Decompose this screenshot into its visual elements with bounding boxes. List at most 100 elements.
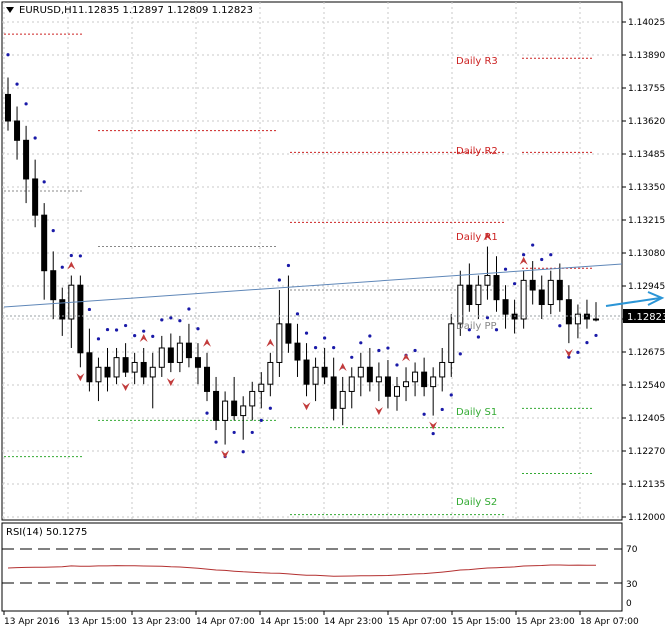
candle-body [213,390,220,421]
fractal-down-icon [374,407,383,416]
psar-dot [169,316,173,320]
price-tick-label: 1.12945 [628,282,665,292]
candle-body [294,342,301,361]
rsi-tick-0: 0 [626,599,632,609]
candle-body [50,270,57,301]
psar-dot [522,253,526,257]
time-tick-label: 18 Apr 07:00 [580,617,639,627]
time-tick-label: 14 Apr 23:00 [324,617,383,627]
psar-dot [359,341,363,345]
candle-body [231,400,238,417]
psar-dot [6,53,10,57]
candle-body [475,284,482,306]
candle-body [583,313,590,320]
psar-dot [33,136,37,140]
psar-dot [133,334,137,338]
price-tick-label: 1.13485 [628,150,665,160]
price-tick-label: 1.13350 [628,183,665,193]
psar-dot [268,406,272,410]
dropdown-triangle-icon[interactable] [6,7,14,13]
candle-body [502,299,509,315]
psar-dot [540,257,544,262]
psar-dot [286,263,291,268]
fractal-up-icon [402,353,411,362]
psar-dots [6,53,598,459]
candle-body [529,279,536,291]
psar-dot [458,352,462,356]
psar-dot [377,348,381,353]
candle-body [41,214,48,272]
candle-body [321,366,328,378]
candle-body [556,279,563,301]
time-tick-label: 14 Apr 15:00 [260,617,319,627]
price-tick-label: 1.12675 [628,348,665,358]
candle-body [357,366,364,378]
psar-dot [87,307,92,312]
candle-body [520,279,527,320]
psar-dot [485,316,490,320]
fractal-up-icon [519,256,528,265]
candle-body [104,366,111,378]
psar-dot [413,348,417,353]
fractal-up-icon [338,362,347,371]
chart-header: EURUSD,H1 1.12835 1.12897 1.12809 1.1282… [6,5,253,16]
time-tick-label: 15 Apr 07:00 [388,617,447,627]
candles [5,77,599,445]
psar-dot [250,430,254,435]
rsi-tick-70: 70 [626,545,638,555]
price-arrow-icon[interactable] [605,291,665,307]
candle-body [439,361,446,378]
price-tick-label: 1.12000 [628,513,665,523]
candle-body [276,323,283,363]
symbol-label: EURUSD,H1 [19,5,78,16]
psar-dot [151,334,155,339]
psar-dot [512,282,517,286]
price-tick-label: 1.13890 [628,51,665,61]
psar-dot [96,337,101,341]
psar-dot [42,180,46,184]
candle-body [493,275,500,301]
rsi-pane[interactable] [1,522,623,612]
candle-body [131,361,138,373]
psar-dot [440,407,444,412]
candle-body [176,342,183,363]
fractal-up-icon [67,261,76,270]
pivot-label-r2: Daily R2 [456,146,498,157]
psar-dot [304,331,309,335]
rsi-tick-30: 30 [626,580,638,590]
current-price-value: 1.12823 [627,312,666,323]
pivot-label-s2: Daily S2 [456,497,497,508]
time-tick-label: 13 Apr 23:00 [132,617,191,627]
candle-body [466,284,473,306]
price-tick-label: 1.12135 [628,480,665,490]
candle-body [86,352,93,383]
psar-dot [142,329,146,333]
candle-body [194,357,201,368]
trendline[interactable] [3,263,623,308]
candle-body [366,366,373,383]
price-axis[interactable]: 1.14025 1.13890 1.13755 1.13620 1.13485 1.133… [622,18,665,523]
candle-body [593,318,599,321]
time-tick-label: 14 Apr 07:00 [196,617,255,627]
rsi-title: RSI(14) 50.1275 [6,527,87,538]
pivot-label-r3: Daily R3 [456,56,498,67]
psar-dot [476,335,480,339]
candle-body [204,366,211,392]
psar-dot [576,350,580,354]
psar-dot [114,328,119,332]
candle-body [339,390,346,409]
candle-body [448,323,455,363]
psar-dot [259,418,263,422]
time-tick-label: 15 Apr 15:00 [452,617,511,627]
fractal-down-icon [429,421,438,430]
time-tick-label: 13 Apr 15:00 [68,617,127,627]
candle-body [95,366,102,383]
psar-dot [313,346,318,350]
price-pane[interactable] [1,1,623,521]
price-tick-label: 1.12540 [628,381,665,391]
psar-dot [178,319,182,323]
time-axis[interactable]: 13 Apr 2016 13 Apr 15:00 13 Apr 23:00 14 Ap… [3,611,639,627]
candle-body [185,342,192,359]
fractal-down-icon [121,382,130,391]
